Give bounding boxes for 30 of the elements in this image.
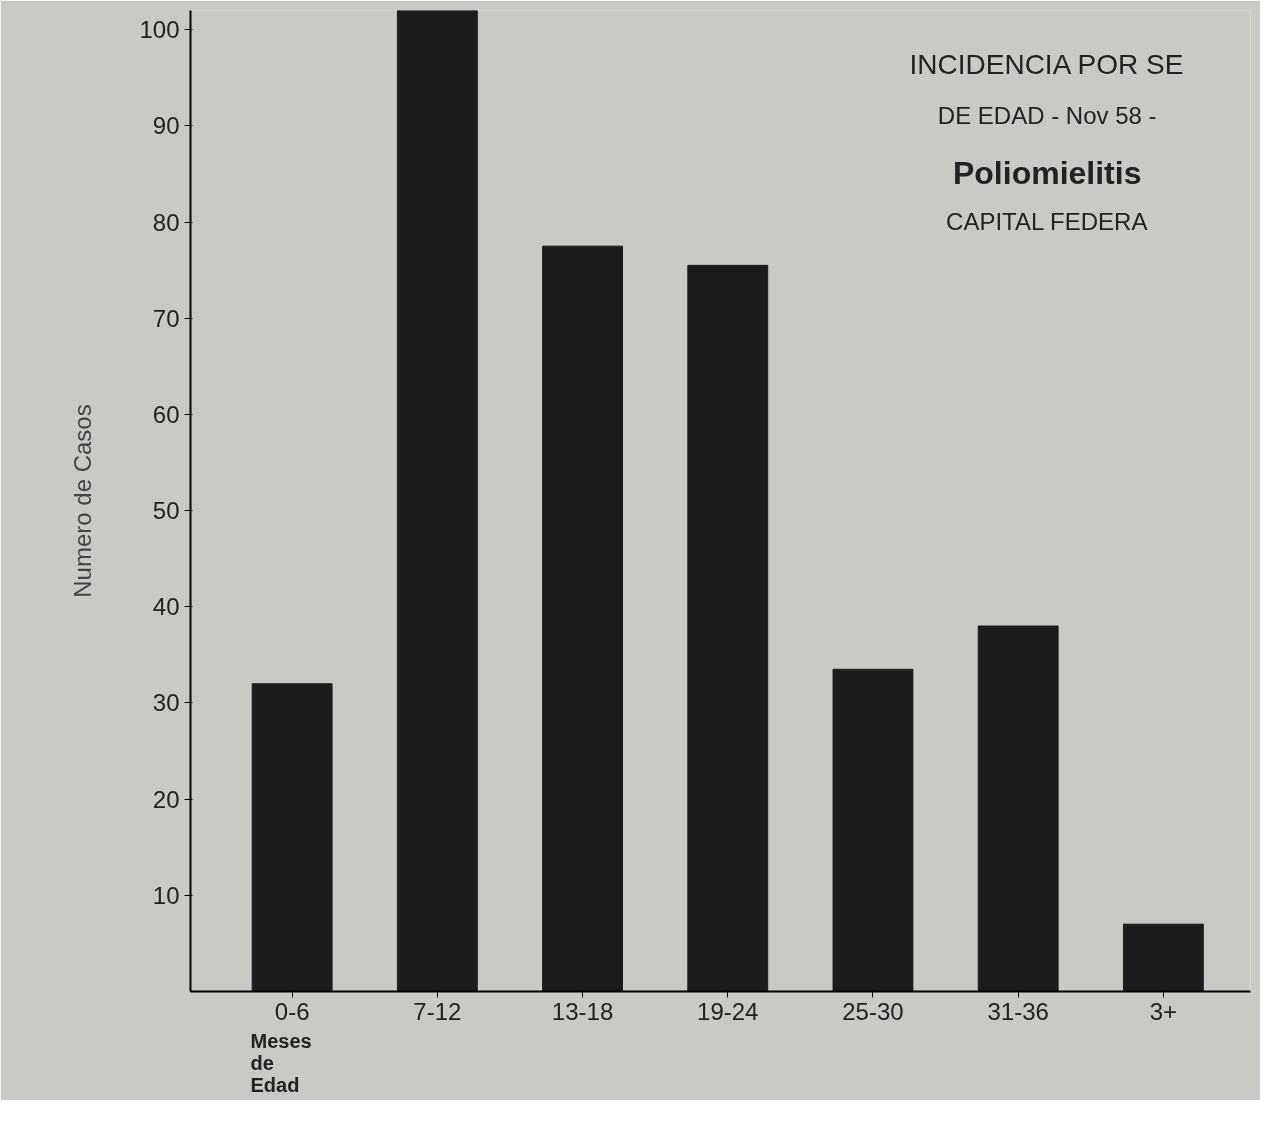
x-axis-title: Meses de Edad xyxy=(250,1029,312,1096)
bar xyxy=(977,625,1059,992)
y-tick-label: 10 xyxy=(152,881,180,909)
bar xyxy=(687,264,769,992)
y-tick-label: 40 xyxy=(152,593,180,621)
annotation: Poliomielitis xyxy=(952,154,1142,191)
x-tick-label: 3+ xyxy=(1149,997,1178,1025)
bar xyxy=(396,10,478,992)
y-tick-label: 70 xyxy=(152,304,180,332)
y-tick-label: 20 xyxy=(152,785,180,813)
y-tick-label: 90 xyxy=(152,112,180,140)
x-tick-label: 13-18 xyxy=(551,997,614,1025)
x-tick-label: 0-6 xyxy=(274,997,310,1025)
x-tick-label: 31-36 xyxy=(987,997,1049,1025)
annotation: CAPITAL FEDERA xyxy=(946,207,1148,235)
bar xyxy=(251,683,333,992)
y-tick-label: 50 xyxy=(152,497,180,525)
x-tick-label: 7-12 xyxy=(413,997,462,1025)
x-tick-label: 25-30 xyxy=(842,997,904,1025)
y-axis-title: Numero de Casos xyxy=(69,404,97,598)
bar xyxy=(542,245,623,992)
x-tick-label: 19-24 xyxy=(697,997,759,1025)
y-tick-label: 100 xyxy=(139,16,180,44)
text: INCIDENCIA POR SE xyxy=(909,48,1184,80)
text: DE EDAD - Nov 58 - xyxy=(937,101,1157,129)
y-tick-label: 60 xyxy=(152,400,180,428)
y-tick-label: 30 xyxy=(152,689,180,717)
bar xyxy=(1122,923,1204,992)
y-tick-label: 80 xyxy=(152,208,180,236)
bar xyxy=(832,668,914,992)
